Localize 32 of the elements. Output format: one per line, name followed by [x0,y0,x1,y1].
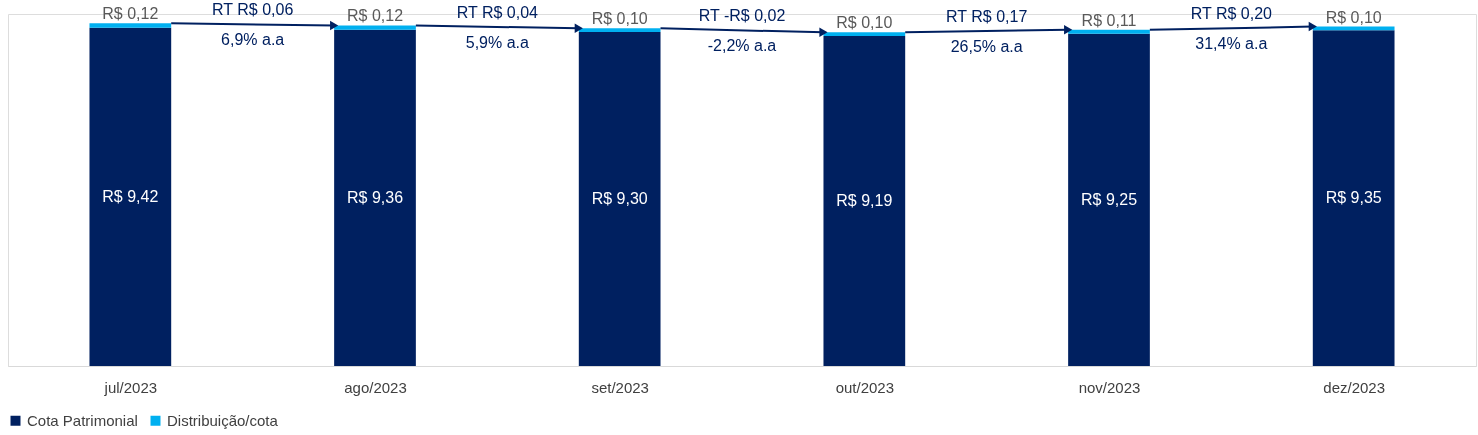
x-tick-label: set/2023 [591,378,649,396]
annotation: RT R$ 0,06 [212,1,294,19]
data-label: R$ 9,35 [1325,189,1382,207]
legend-label: Distribuição/cota [167,411,279,429]
data-label: R$ 9,30 [591,189,648,207]
data-label: R$ 9,36 [346,188,404,206]
annotation: RT R$ 0,20 [1190,5,1273,23]
annotation: 6,9% a.a [221,31,285,49]
data-label: R$ 0,12 [102,5,159,23]
annotation: RT R$ 0,17 [946,8,1028,26]
legend-label: Cota Patrimonial [27,411,138,429]
data-label: R$ 0,11 [1081,11,1137,29]
annotation: 26,5% a.a [950,38,1023,56]
annotation: RT R$ 0,04 [456,3,539,21]
data-label: R$ 9,25 [1080,190,1138,208]
x-tick-label: jul/2023 [103,378,158,396]
x-tick-label: dez/2023 [1323,378,1386,396]
x-tick-label: ago/2023 [344,378,407,396]
annotation: 5,9% a.a [465,33,530,51]
data-label: R$ 0,10 [1325,8,1382,26]
bar [89,23,172,28]
annotation: -2,2% a.a [707,37,777,55]
data-label: R$ 9,42 [102,187,159,205]
x-tick-label: nov/2023 [1078,378,1141,396]
x-tick-label: out/2023 [835,378,895,396]
data-label: R$ 0,10 [836,14,893,32]
data-label: R$ 0,10 [591,10,648,28]
data-label: R$ 9,19 [836,191,893,209]
annotation: 31,4% a.a [1195,35,1268,53]
annotation: RT -R$ 0,02 [698,7,786,25]
data-label: R$ 0,12 [346,7,404,25]
bar [89,27,172,366]
